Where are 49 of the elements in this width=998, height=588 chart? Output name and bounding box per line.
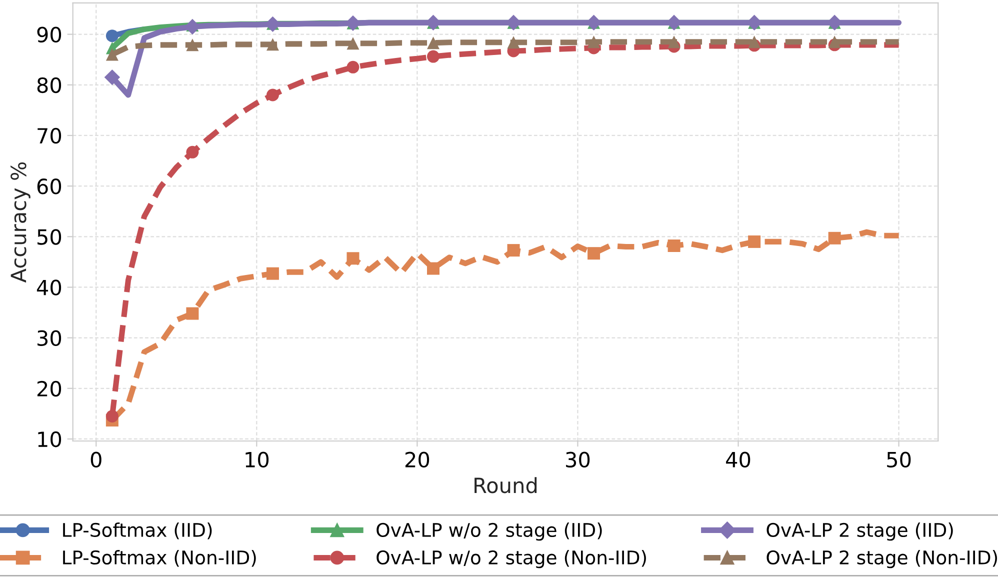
point <box>668 36 680 48</box>
x-tick-label: 10 <box>246 452 269 468</box>
y-tick-label: 20 <box>37 380 62 397</box>
point <box>346 60 360 74</box>
legend-label: LP-Softmax (IID) <box>63 522 212 540</box>
y-tick-label: 80 <box>37 77 62 94</box>
point <box>828 232 841 244</box>
x-tick-label: 20 <box>405 452 430 468</box>
x-axis-title: Round <box>474 477 537 494</box>
legend-label: LP-Softmax (Non-IID) <box>63 550 256 567</box>
point <box>828 36 841 48</box>
x-tick-label: 30 <box>566 452 590 468</box>
point <box>668 239 680 252</box>
point <box>748 36 761 48</box>
point <box>748 235 761 248</box>
point <box>346 37 360 50</box>
point <box>186 307 199 320</box>
y-tick-label: 60 <box>37 178 62 194</box>
point <box>106 48 118 61</box>
x-tick-label: 50 <box>887 452 911 468</box>
point <box>266 88 279 102</box>
x-tick-label: 0 <box>90 452 102 468</box>
point <box>266 267 279 280</box>
point <box>346 252 360 265</box>
point <box>186 146 199 158</box>
point <box>106 410 118 422</box>
point <box>426 262 440 275</box>
point <box>507 244 520 257</box>
point <box>588 36 600 48</box>
point <box>106 30 118 42</box>
y-axis-title: Accuracy % <box>10 162 30 283</box>
point <box>186 38 199 52</box>
y-tick-label: 30 <box>38 330 62 346</box>
y-tick-label: 10 <box>38 431 62 448</box>
y-tick-label: 70 <box>38 128 62 144</box>
point <box>588 247 600 260</box>
point <box>104 69 120 86</box>
x-tick-label: 40 <box>726 452 750 468</box>
legend-label: OvA-LP w/o 2 stage (IID) <box>376 522 602 541</box>
legend-label: OvA-LP 2 stage (IID) <box>766 522 953 541</box>
legend-label: OvA-LP w/o 2 stage (Non-IID) <box>376 550 646 568</box>
point <box>507 36 520 49</box>
legend-label: OvA-LP 2 stage (Non-IID) <box>766 550 997 568</box>
y-tick-label: 50 <box>38 229 62 245</box>
point <box>426 36 440 50</box>
point <box>266 38 279 51</box>
y-tick-label: 40 <box>36 280 62 296</box>
y-tick-label: 90 <box>37 26 62 43</box>
point <box>426 50 440 63</box>
